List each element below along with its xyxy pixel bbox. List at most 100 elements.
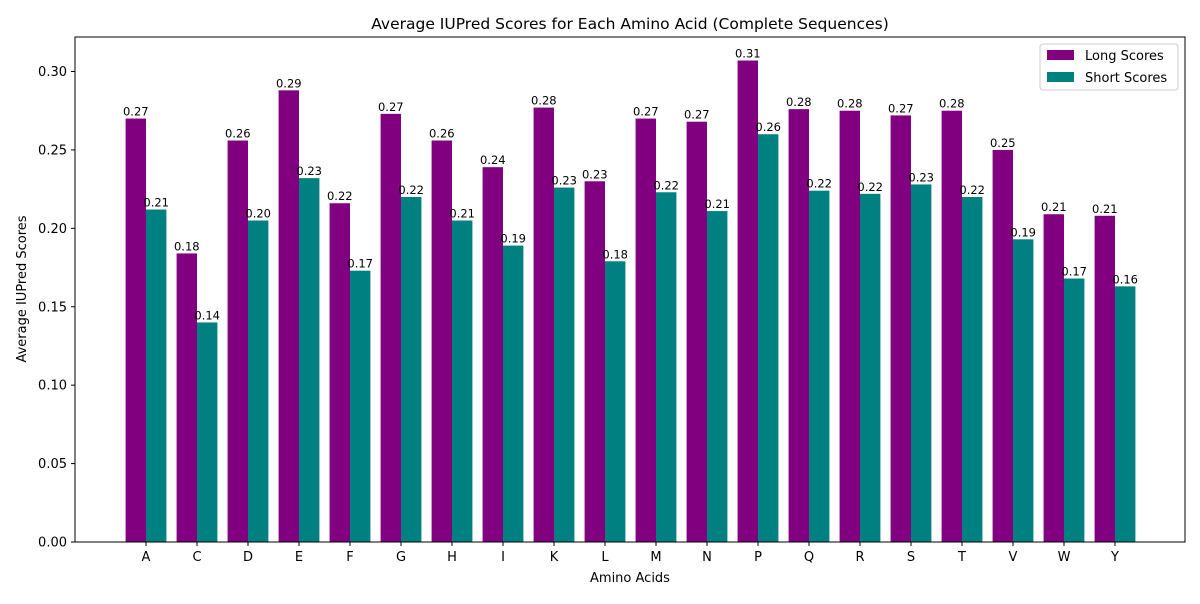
bar-long-P (737, 60, 758, 543)
bar-long-T (941, 110, 962, 542)
data-label-long-A: 0.27 (123, 105, 149, 119)
bar-long-K (533, 107, 554, 543)
bar-long-R (839, 110, 860, 542)
data-label-long-G: 0.27 (378, 100, 404, 114)
bar-short-M (656, 192, 677, 542)
x-tick-label-T: T (957, 550, 966, 565)
data-label-short-I: 0.19 (500, 232, 526, 246)
data-label-short-C: 0.14 (194, 308, 220, 322)
data-label-long-L: 0.23 (582, 167, 608, 181)
data-label-short-W: 0.17 (1061, 265, 1087, 279)
legend-box (1039, 43, 1179, 91)
legend-swatch-short (1047, 72, 1074, 82)
data-label-short-G: 0.22 (398, 183, 424, 197)
y-tick-label-0.00: 0.00 (38, 536, 67, 551)
data-label-long-T: 0.28 (939, 97, 965, 111)
legend-label-short: Short Scores (1085, 71, 1167, 86)
data-label-short-K: 0.23 (551, 174, 577, 188)
bar-short-E (299, 178, 320, 543)
y-tick-label-0.10: 0.10 (38, 379, 67, 394)
data-label-short-H: 0.21 (449, 206, 475, 220)
data-label-long-W: 0.21 (1041, 200, 1067, 214)
data-label-short-E: 0.23 (296, 164, 322, 178)
data-label-long-P: 0.31 (735, 47, 761, 61)
data-label-long-K: 0.28 (531, 94, 557, 108)
x-tick-label-L: L (601, 550, 609, 565)
legend: Long Scores Short Scores (1039, 43, 1179, 91)
data-label-long-M: 0.27 (633, 105, 659, 119)
data-label-short-S: 0.23 (908, 170, 934, 184)
x-axis-label: Amino Acids (590, 571, 670, 586)
bar-short-Y (1115, 286, 1136, 542)
y-tick-label-0.20: 0.20 (38, 222, 67, 237)
bar-long-E (278, 90, 299, 542)
x-tick-label-W: W (1058, 550, 1071, 565)
bars-layer (125, 60, 1136, 543)
bar-long-A (125, 118, 146, 542)
data-label-short-Y: 0.16 (1112, 272, 1138, 286)
data-label-short-Q: 0.22 (806, 177, 832, 191)
x-tick-label-V: V (1009, 550, 1018, 565)
bar-long-Q (788, 109, 809, 543)
data-label-short-V: 0.19 (1010, 225, 1036, 239)
bar-short-N (707, 211, 728, 542)
axes-layer (74, 36, 1186, 543)
x-tick-label-E: E (295, 550, 303, 565)
y-axis-label: Average IUPred Scores (15, 215, 30, 362)
bar-short-A (146, 209, 167, 542)
data-label-long-F: 0.22 (327, 189, 353, 203)
bar-short-H (452, 220, 473, 543)
bar-short-S (911, 184, 932, 542)
data-label-short-R: 0.22 (857, 180, 883, 194)
bar-short-T (962, 196, 983, 543)
bar-long-F (329, 203, 350, 542)
bar-long-M (635, 118, 656, 542)
bar-short-W (1064, 278, 1085, 542)
bar-short-C (197, 322, 218, 542)
bar-long-H (431, 140, 452, 542)
bar-long-W (1043, 214, 1064, 542)
data-label-long-E: 0.29 (276, 76, 302, 90)
bar-short-V (1013, 239, 1034, 542)
data-label-long-H: 0.26 (429, 127, 455, 141)
bar-long-N (686, 121, 707, 542)
y-tick-label-0.15: 0.15 (38, 300, 67, 315)
legend-label-long: Long Scores (1085, 49, 1164, 64)
data-label-short-M: 0.22 (653, 178, 679, 192)
bar-long-L (584, 181, 605, 543)
bar-short-F (350, 270, 371, 542)
bar-short-I (503, 245, 524, 542)
legend-swatch-long (1047, 50, 1074, 60)
y-tick-label-0.30: 0.30 (38, 65, 67, 80)
bar-short-G (401, 196, 422, 543)
bar-long-G (380, 113, 401, 542)
y-tick-label-0.25: 0.25 (38, 143, 67, 158)
data-label-short-T: 0.22 (959, 183, 985, 197)
x-tick-label-K: K (550, 550, 559, 565)
bar-short-P (758, 134, 779, 542)
x-tick-label-D: D (243, 550, 253, 565)
data-label-long-R: 0.28 (837, 97, 863, 111)
data-label-long-D: 0.26 (225, 127, 251, 141)
plot-frame (74, 36, 1186, 543)
x-tick-label-P: P (754, 550, 762, 565)
x-tick-label-Y: Y (1110, 550, 1119, 565)
data-labels-layer: 0.27 0.21 0.18 0.14 0.26 0.20 0.29 0.23 0.22 0.17… (123, 47, 1138, 323)
data-label-short-N: 0.21 (704, 197, 730, 211)
bar-long-C (176, 253, 197, 542)
bar-long-V (992, 149, 1013, 542)
data-label-long-I: 0.24 (480, 153, 506, 167)
x-tick-label-R: R (855, 550, 864, 565)
bar-long-I (482, 167, 503, 542)
bar-long-S (890, 115, 911, 543)
data-label-short-L: 0.18 (602, 247, 628, 261)
data-label-short-D: 0.20 (245, 206, 271, 220)
x-tick-label-C: C (192, 550, 201, 565)
bar-short-K (554, 187, 575, 542)
x-tick-label-Q: Q (804, 550, 814, 565)
data-label-long-Y: 0.21 (1092, 202, 1118, 216)
data-label-short-A: 0.21 (143, 196, 169, 210)
